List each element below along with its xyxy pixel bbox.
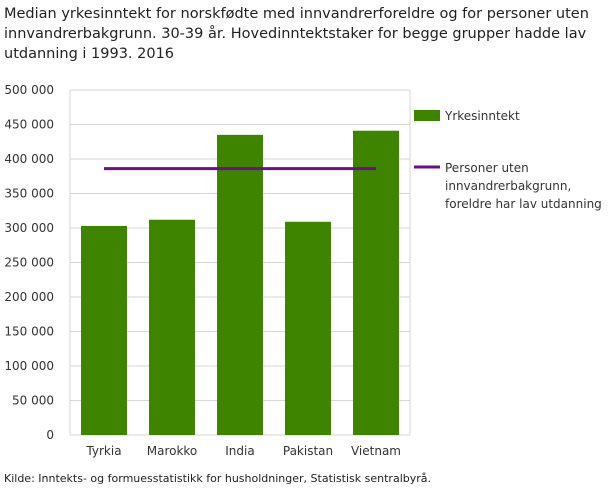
y-tick-label: 450 000 bbox=[4, 118, 54, 132]
bar-marokko bbox=[149, 219, 195, 435]
legend-swatch-bar bbox=[414, 110, 440, 121]
y-tick-label: 250 000 bbox=[4, 256, 54, 270]
source-note: Kilde: Inntekts- og formuesstatistikk fo… bbox=[4, 472, 432, 485]
y-tick-label: 500 000 bbox=[4, 83, 54, 97]
y-tick-label: 100 000 bbox=[4, 359, 54, 373]
x-tick-label: India bbox=[225, 444, 254, 458]
legend-label-line: innvandrerbakgrunn, bbox=[445, 179, 571, 193]
chart-title: Median yrkesinntekt for norskfødte med i… bbox=[4, 6, 589, 62]
x-tick-label: Vietnam bbox=[351, 444, 401, 458]
x-tick-label: Pakistan bbox=[283, 444, 333, 458]
y-tick-label: 350 000 bbox=[4, 187, 54, 201]
x-tick-label: Marokko bbox=[147, 444, 198, 458]
bar-vietnam bbox=[353, 130, 399, 435]
y-tick-label: 200 000 bbox=[4, 290, 54, 304]
x-tick-label: Tyrkia bbox=[85, 444, 121, 458]
bar-pakistan bbox=[285, 221, 331, 435]
legend-label-line: Personer uten bbox=[445, 161, 529, 175]
y-tick-label: 50 000 bbox=[12, 394, 54, 408]
bar-india bbox=[217, 134, 263, 435]
y-tick-label: 300 000 bbox=[4, 221, 54, 235]
y-tick-label: 150 000 bbox=[4, 325, 54, 339]
legend-label-line: foreldre har lav utdanning bbox=[445, 197, 602, 211]
y-tick-label: 0 bbox=[46, 428, 54, 442]
legend-label-bar: Yrkesinntekt bbox=[444, 109, 520, 123]
bar-tyrkia bbox=[81, 225, 127, 435]
y-tick-label: 400 000 bbox=[4, 152, 54, 166]
